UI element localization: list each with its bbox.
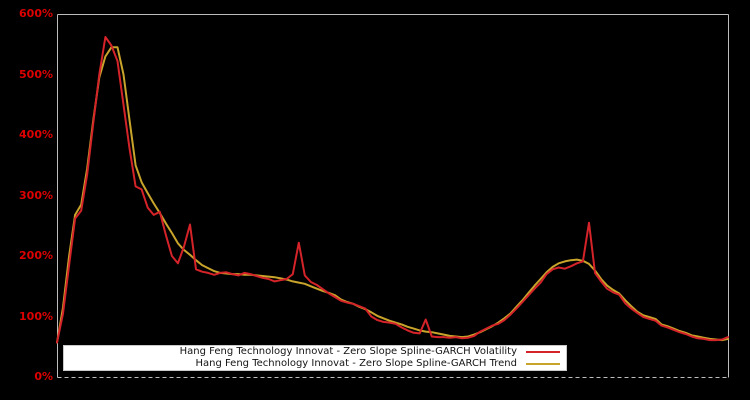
y-tick-label-400: 400%	[19, 128, 53, 141]
y-tick-label-100: 100%	[19, 309, 53, 323]
legend-line-sample-trend	[526, 363, 560, 365]
y-tick-label-200: 200%	[19, 249, 53, 262]
legend-label-trend: Hang Feng Technology Innovat - Zero Slop…	[195, 358, 517, 369]
y-tick-label-600: 600%	[19, 7, 53, 20]
y-axis-tick-labels: 0% 100% 200% 300% 400% 500% 600%	[0, 0, 53, 400]
y-tick-label-0: 0%	[34, 370, 53, 383]
legend-label-volatility: Hang Feng Technology Innovat - Zero Slop…	[179, 346, 517, 357]
y-tick-label-500: 500%	[19, 67, 53, 81]
legend-row-volatility: Hang Feng Technology Innovat - Zero Slop…	[64, 346, 566, 358]
legend-line-sample-volatility	[526, 351, 560, 353]
legend-row-trend: Hang Feng Technology Innovat - Zero Slop…	[64, 358, 566, 370]
volatility-line	[56, 36, 729, 344]
y-tick-label-300: 300%	[19, 188, 53, 202]
trend-line	[56, 46, 729, 344]
chart-legend: Hang Feng Technology Innovat - Zero Slop…	[63, 345, 567, 371]
